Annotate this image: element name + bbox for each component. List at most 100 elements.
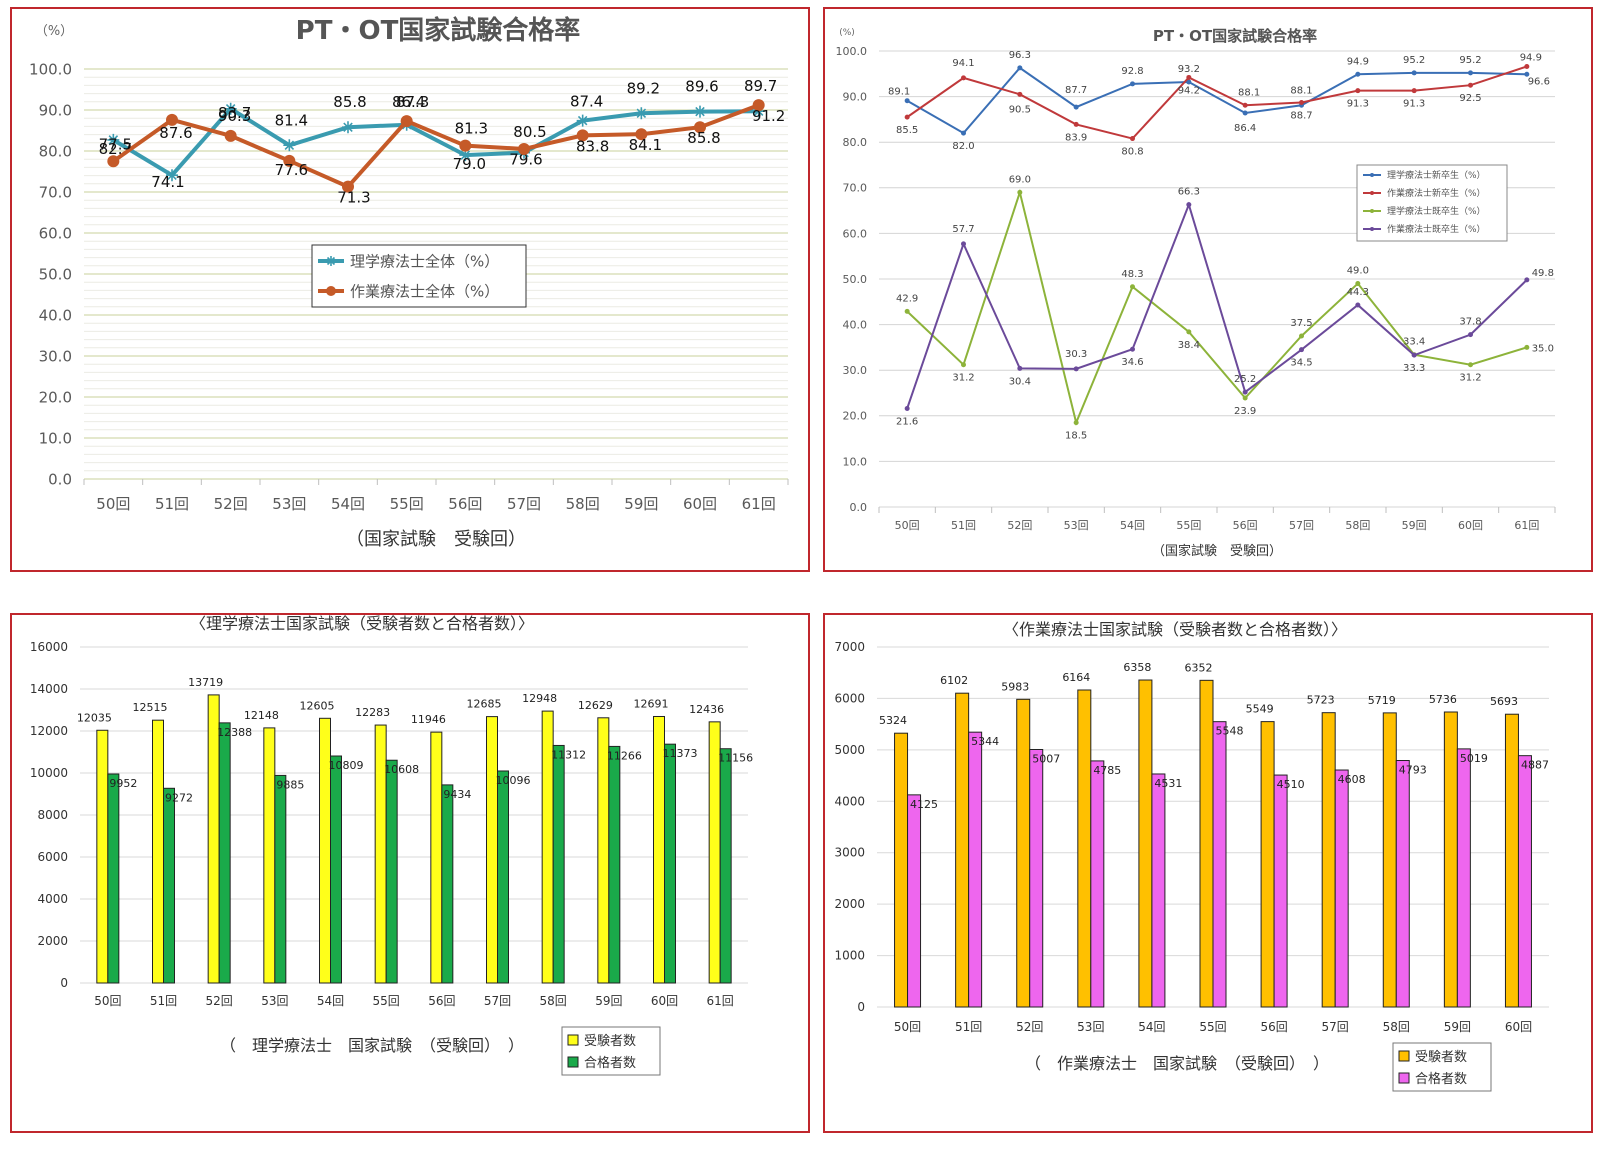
x-tick-label: 60回 — [683, 495, 717, 513]
data-point — [1130, 284, 1135, 290]
data-point — [961, 75, 966, 81]
series-line-1 — [112, 103, 760, 190]
data-label: 9885 — [276, 778, 304, 791]
data-point — [400, 115, 413, 128]
y-axis-unit-label: (%) — [839, 28, 855, 38]
x-tick-label: 61回 — [742, 495, 776, 513]
bar — [1382, 712, 1397, 1008]
data-label: 12605 — [300, 699, 335, 712]
data-label: 95.2 — [1459, 55, 1481, 66]
data-point — [1299, 100, 1304, 106]
data-point — [1468, 332, 1473, 338]
data-point — [1186, 79, 1192, 85]
y-tick-label: 0.0 — [850, 501, 868, 514]
data-label: 9952 — [109, 777, 137, 790]
bar — [430, 731, 443, 984]
bar — [319, 717, 331, 984]
data-point — [107, 133, 120, 146]
x-tick-label: 50回 — [895, 519, 920, 532]
bar — [1321, 712, 1336, 1008]
data-point — [961, 130, 966, 136]
x-tick-label: 58回 — [540, 994, 567, 1008]
chart-overall-pass-rate: PT・OT国家試験合格率 （%） 0.0 10.0 20.0 30.0 40.0 50.0 60… — [29, 15, 789, 550]
data-label: 5019 — [1460, 752, 1488, 765]
data-label: 89.2 — [627, 79, 660, 97]
x-tick-label: 56回 — [1260, 1020, 1287, 1034]
data-label: 38.4 — [1178, 340, 1200, 351]
data-label: 4793 — [1399, 764, 1427, 777]
data-label: 4785 — [1093, 764, 1121, 777]
legend-swatch-marker — [1370, 173, 1374, 177]
data-label: 79.0 — [453, 155, 486, 173]
legend-label: 作業療法士新卒生（%） — [1387, 187, 1486, 199]
data-point — [1242, 102, 1248, 108]
data-label: 9272 — [165, 791, 193, 804]
x-tick-label: 55回 — [373, 994, 400, 1008]
x-tick-label: 53回 — [261, 994, 288, 1008]
legend-swatch-marker — [1370, 191, 1374, 195]
y-tick-label: 10.0 — [39, 429, 72, 447]
data-label: 84.1 — [629, 136, 662, 154]
bar — [1077, 689, 1092, 1008]
data-label: 10608 — [384, 763, 419, 776]
data-label: 12515 — [133, 701, 168, 714]
chart-title: 〈作業療法士国家試験（受験者数と合格者数）〉 — [1003, 620, 1347, 639]
y-tick-label: 1000 — [834, 949, 865, 963]
y-tick-label: 7000 — [834, 640, 865, 654]
data-label: 12148 — [244, 709, 279, 722]
legend-label: 受験者数 — [1415, 1050, 1467, 1065]
x-tick-label: 53回 — [272, 495, 306, 513]
y-tick-label: 20.0 — [39, 388, 72, 406]
legend-label: 合格者数 — [1415, 1071, 1467, 1087]
bar — [1212, 721, 1227, 1008]
data-label: 86.4 — [392, 93, 425, 111]
y-tick-label: 40.0 — [39, 306, 72, 324]
data-point — [1073, 420, 1079, 426]
data-point — [1186, 74, 1192, 80]
data-label: 6164 — [1062, 671, 1090, 684]
x-tick-label: 58回 — [1345, 519, 1370, 532]
data-label: 10809 — [329, 759, 364, 772]
bar — [664, 743, 676, 984]
x-tick-label: 57回 — [1289, 519, 1314, 532]
y-tick-label: 50.0 — [843, 273, 868, 286]
x-tick-label: 50回 — [894, 1020, 921, 1034]
chart-new-vs-repeat-pass-rate: PT・OT国家試験合格率 (%) 0.0 10.0 20.0 30.0 40.0 50.0 60… — [836, 27, 1556, 559]
x-tick-label: 55回 — [1199, 1020, 1226, 1034]
data-label: 42.9 — [896, 293, 918, 304]
chart-title: PT・OT国家試験合格率 — [296, 15, 581, 46]
data-point — [224, 129, 237, 142]
data-point — [1468, 82, 1473, 88]
data-label: 87.7 — [1065, 85, 1087, 96]
legend-label: 合格者数 — [584, 1055, 636, 1071]
data-label: 80.8 — [1121, 147, 1143, 158]
y-tick-label: 90.0 — [39, 101, 72, 119]
y-tick-label: 70.0 — [39, 183, 72, 201]
data-point — [1130, 81, 1135, 87]
legend-box — [1356, 164, 1508, 242]
legend-swatch — [1398, 1050, 1410, 1062]
data-point — [1242, 395, 1248, 401]
data-point — [1411, 70, 1417, 76]
bar — [152, 719, 164, 984]
data-point — [961, 241, 966, 247]
chart-ot-examinees: 〈作業療法士国家試験（受験者数と合格者数）〉 0 1000 2000 3000 4000 5… — [834, 620, 1549, 1092]
data-label: 23.9 — [1234, 406, 1256, 417]
bar — [1260, 721, 1275, 1008]
data-label: 18.5 — [1065, 431, 1087, 442]
data-label: 87.4 — [570, 93, 603, 111]
x-tick-label: 60回 — [651, 994, 678, 1008]
data-label: 25.2 — [1234, 374, 1256, 385]
data-label: 89.1 — [888, 87, 910, 98]
x-tick-label: 60回 — [1505, 1020, 1532, 1034]
x-tick-label: 52回 — [214, 495, 248, 513]
data-label: 48.3 — [1121, 269, 1143, 280]
x-tick-label: 57回 — [507, 495, 541, 513]
data-label: 87.3 — [396, 93, 429, 111]
data-label: 90.5 — [1009, 104, 1031, 115]
data-label: 5549 — [1246, 703, 1274, 716]
data-label: 49.8 — [1532, 268, 1554, 279]
data-label: 12629 — [578, 699, 613, 712]
data-label: 4510 — [1277, 778, 1305, 791]
data-point — [1130, 136, 1135, 142]
